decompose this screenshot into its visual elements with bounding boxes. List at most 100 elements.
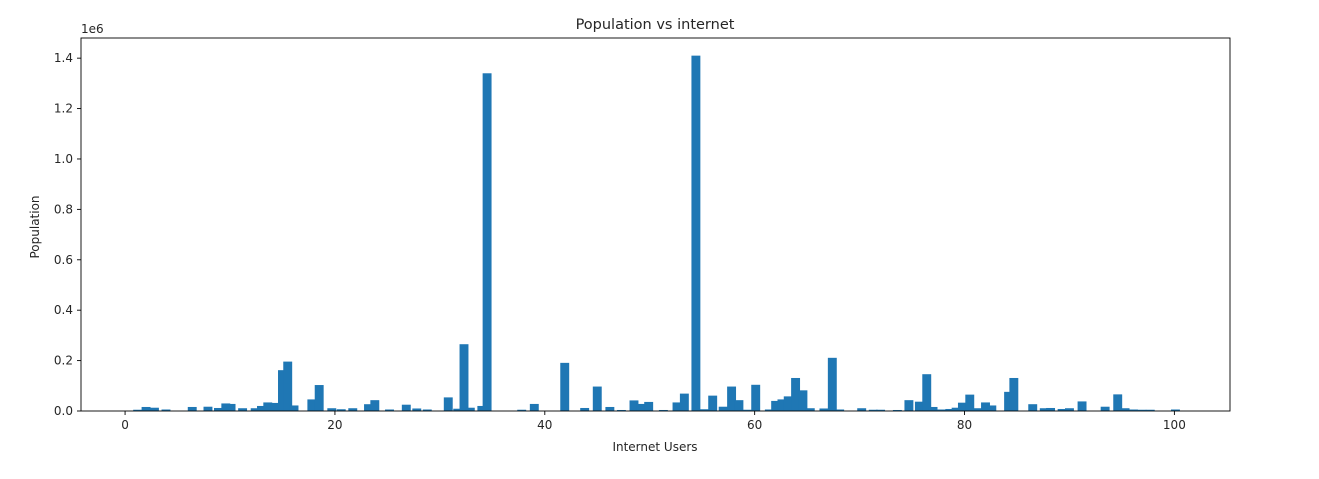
x-axis-ticks: 0 20 40 60 80 100 [121,411,1186,432]
bar [214,407,223,411]
bar [718,406,728,411]
y-tick-label: 0.6 [54,253,73,267]
bar [465,407,475,411]
bar [691,55,701,411]
bar [658,409,668,411]
bar [1145,409,1155,411]
bar [1046,407,1056,411]
bar [401,404,411,411]
y-axis-ticks: 0.0 0.2 0.4 0.6 0.8 1.0 1.2 1.4 [54,51,81,418]
bar [922,374,932,411]
bar [727,386,737,411]
bar [805,408,815,411]
bar [973,408,983,411]
x-tick-label: 0 [121,418,129,432]
bar [987,405,997,411]
bar [672,402,682,411]
bar [699,409,709,411]
bar [250,408,260,411]
bar [263,402,273,411]
bar [477,405,487,411]
bar [336,409,346,411]
bar [238,408,248,411]
bar [385,409,394,411]
y-tick-label: 0.0 [54,404,73,418]
bar [283,361,293,411]
bar [636,403,646,411]
bar [1065,408,1074,411]
bar [314,385,324,411]
bar [981,402,990,411]
bar [742,409,752,411]
bar [783,396,793,411]
bar [1120,408,1130,411]
bar [876,409,886,411]
bar [141,406,151,411]
bar [857,408,867,411]
bar [221,403,231,411]
bar [734,400,744,411]
bar [443,397,453,411]
y-axis-label: Population [28,195,42,258]
bar [580,407,590,411]
bar [936,409,946,411]
bar [629,400,639,411]
bar [327,408,337,411]
bar [751,384,761,411]
bar [270,402,280,411]
bar [605,406,615,411]
x-tick-label: 100 [1163,418,1186,432]
bar [422,409,432,411]
bar [868,409,878,411]
bars-group [133,55,1180,411]
bar [827,357,837,411]
x-tick-label: 20 [327,418,342,432]
bar [904,400,914,411]
bar [928,406,938,411]
bar [945,408,955,411]
bar [161,409,171,411]
bar [764,409,774,411]
bar [914,401,924,411]
bar [412,408,422,411]
plot-area-frame [80,37,1231,412]
y-tick-label: 0.4 [54,303,73,317]
bar [798,390,808,411]
bar [965,394,975,411]
bar [187,406,197,411]
bar [149,407,159,411]
bar [708,395,718,411]
bar [1170,409,1180,411]
bar [1129,409,1138,411]
bar [226,403,236,411]
bar [1113,394,1123,411]
bar [133,409,143,411]
bar [957,402,967,411]
y-tick-label: 1.0 [54,152,73,166]
bar [348,408,358,411]
y-tick-label: 1.2 [54,102,73,116]
bar [1137,409,1147,411]
x-tick-label: 40 [537,418,552,432]
bar [517,409,527,411]
bar [1100,406,1110,411]
bar [592,386,602,411]
bar [892,409,902,411]
bar [835,409,845,411]
bar [529,403,539,411]
y-axis-offset-label: 1e6 [81,22,104,36]
y-tick-label: 1.4 [54,51,73,65]
bar [560,362,570,411]
chart-title: Population vs internet [576,17,735,33]
bar [1077,401,1087,411]
bar [370,400,380,411]
bar [1028,404,1038,411]
x-tick-label: 60 [747,418,762,432]
bar [459,344,469,411]
bar [771,400,781,411]
x-tick-label: 80 [957,418,972,432]
bar [307,399,317,411]
bar [453,408,463,411]
bar [791,377,801,411]
bar [644,401,654,411]
